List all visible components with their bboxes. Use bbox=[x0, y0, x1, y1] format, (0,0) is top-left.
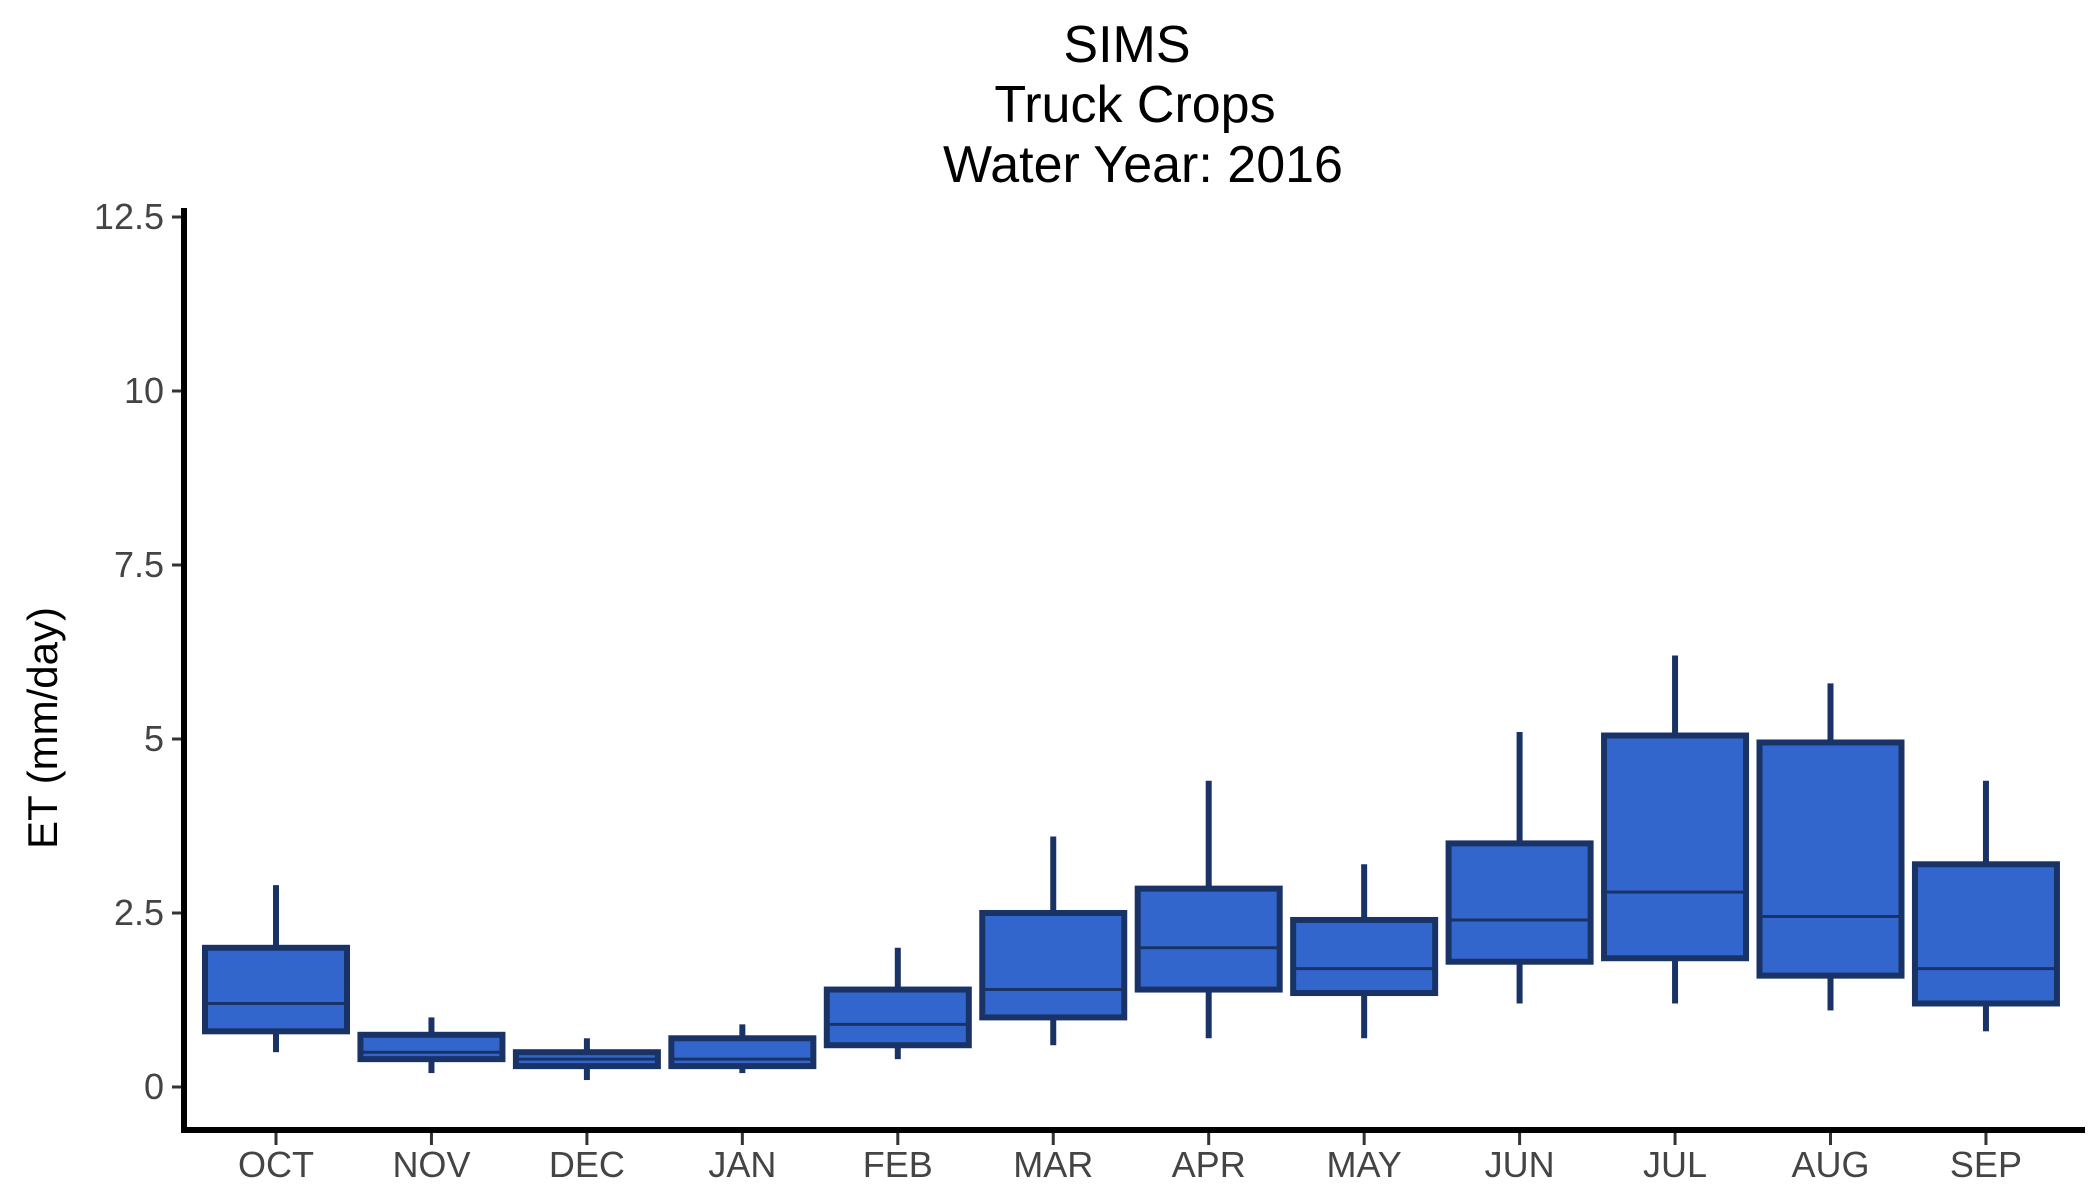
x-tick-label: NOV bbox=[392, 1144, 470, 1185]
y-tick-label: 12.5 bbox=[94, 196, 164, 237]
x-tick-label: JAN bbox=[708, 1144, 776, 1185]
box-iqr bbox=[823, 986, 972, 1049]
x-tick-label: MAY bbox=[1326, 1144, 1401, 1185]
box-iqr bbox=[1911, 861, 2060, 1007]
title-line-3: Water Year: 2016 bbox=[943, 136, 1343, 194]
box-may bbox=[1290, 864, 1439, 1039]
box-jun bbox=[1445, 732, 1594, 1004]
box-sep bbox=[1911, 780, 2060, 1032]
box-oct bbox=[202, 885, 350, 1053]
box-apr bbox=[1134, 780, 1283, 1039]
x-tick-label: OCT bbox=[238, 1144, 314, 1185]
y-tick-label: 10 bbox=[124, 370, 164, 411]
box-jul bbox=[1601, 655, 1750, 1004]
x-tick-label: JUN bbox=[1485, 1144, 1555, 1185]
y-axis-label: ET (mm/day) bbox=[19, 607, 66, 849]
box-aug bbox=[1756, 683, 1905, 1011]
box-jan bbox=[668, 1024, 817, 1074]
box-iqr bbox=[357, 1031, 506, 1063]
box-iqr bbox=[979, 910, 1128, 1021]
x-tick-label: FEB bbox=[863, 1144, 933, 1185]
box-iqr bbox=[1290, 916, 1439, 997]
x-tick-label: SEP bbox=[1950, 1144, 2022, 1185]
box-dec bbox=[512, 1038, 661, 1081]
y-tick-label: 0 bbox=[144, 1066, 164, 1107]
chart-title: SIMS Truck Crops Water Year: 2016 bbox=[943, 16, 1343, 194]
box-iqr bbox=[1601, 732, 1750, 962]
plot-area bbox=[202, 655, 2060, 1081]
y-tick-label: 2.5 bbox=[114, 892, 164, 933]
x-tick-label: MAR bbox=[1013, 1144, 1093, 1185]
y-tick-label: 7.5 bbox=[114, 544, 164, 585]
x-tick-label: JUL bbox=[1643, 1144, 1707, 1185]
box-iqr bbox=[1445, 840, 1594, 965]
title-line-2: Truck Crops bbox=[994, 76, 1275, 134]
box-iqr bbox=[202, 944, 350, 1035]
y-tick-label: 5 bbox=[144, 718, 164, 759]
box-feb bbox=[823, 947, 972, 1060]
x-tick-label: APR bbox=[1172, 1144, 1246, 1185]
box-mar bbox=[979, 836, 1128, 1046]
x-axis-ticks: OCT NOV DEC JAN FEB MAR APR MAY JUN JUL AUG SEP bbox=[238, 1133, 2022, 1185]
box-iqr bbox=[1134, 885, 1283, 993]
box-iqr bbox=[668, 1035, 817, 1070]
box-nov bbox=[357, 1017, 506, 1074]
y-axis-ticks: 0 2.5 5 7.5 10 12.5 bbox=[94, 196, 184, 1107]
x-tick-label: AUG bbox=[1791, 1144, 1869, 1185]
x-tick-label: DEC bbox=[549, 1144, 625, 1185]
title-line-1: SIMS bbox=[1063, 16, 1190, 74]
box-iqr bbox=[1756, 739, 1905, 979]
